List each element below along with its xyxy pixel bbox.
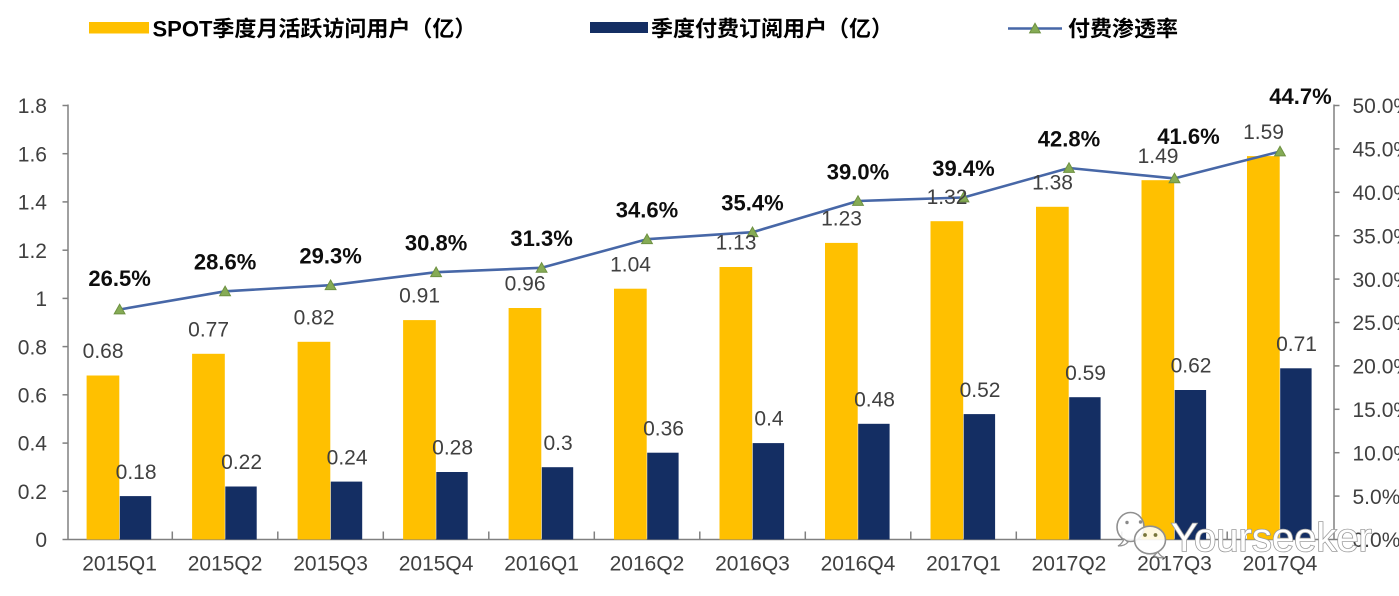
svg-text:1: 1 [35,288,47,311]
svg-text:0.68: 0.68 [83,340,124,363]
svg-text:0.96: 0.96 [505,273,546,296]
svg-text:42.8%: 42.8% [1038,126,1100,151]
svg-text:5.0%: 5.0% [1353,486,1399,509]
svg-text:35.4%: 35.4% [721,191,783,216]
svg-text:30.0%: 30.0% [1353,269,1399,292]
svg-text:50.0%: 50.0% [1353,95,1399,118]
svg-text:0.62: 0.62 [1171,355,1212,378]
svg-text:0.8: 0.8 [18,336,47,359]
svg-text:1.04: 1.04 [610,253,651,276]
svg-text:41.6%: 41.6% [1157,124,1219,149]
svg-text:1.6: 1.6 [18,143,47,166]
svg-text:2016Q3: 2016Q3 [715,553,790,576]
svg-text:45.0%: 45.0% [1353,139,1399,162]
svg-text:31.3%: 31.3% [510,226,572,251]
svg-text:15.0%: 15.0% [1353,399,1399,422]
svg-text:2017Q1: 2017Q1 [926,553,1001,576]
svg-text:0.0%: 0.0% [1353,529,1399,552]
svg-text:28.6%: 28.6% [194,250,256,275]
svg-text:0.4: 0.4 [754,408,784,431]
svg-text:0.6: 0.6 [18,385,47,408]
svg-text:0.59: 0.59 [1065,362,1106,385]
svg-text:26.5%: 26.5% [88,266,150,291]
svg-text:35.0%: 35.0% [1353,225,1399,248]
svg-text:2017Q2: 2017Q2 [1032,553,1107,576]
svg-text:44.7%: 44.7% [1269,84,1331,109]
svg-text:1.8: 1.8 [18,95,47,118]
svg-text:2016Q2: 2016Q2 [610,553,685,576]
svg-text:40.0%: 40.0% [1353,182,1399,205]
svg-text:39.0%: 39.0% [827,159,889,184]
svg-text:20.0%: 20.0% [1353,356,1399,379]
svg-text:2015Q3: 2015Q3 [293,553,368,576]
svg-text:2017Q4: 2017Q4 [1243,553,1318,576]
svg-text:0.77: 0.77 [188,319,229,342]
svg-text:10.0%: 10.0% [1353,442,1399,465]
svg-text:2015Q1: 2015Q1 [82,553,157,576]
svg-text:39.4%: 39.4% [932,156,994,181]
svg-text:0.3: 0.3 [543,432,572,455]
svg-text:1.13: 1.13 [716,232,757,255]
svg-text:SPOT: SPOT [153,16,213,41]
svg-text:Yourseeker: Yourseeker [1171,516,1372,560]
svg-text:0.28: 0.28 [432,437,473,460]
svg-text:0.4: 0.4 [18,433,48,456]
svg-text:30.8%: 30.8% [405,231,467,256]
svg-text:0.18: 0.18 [116,461,157,484]
svg-text:2016Q4: 2016Q4 [821,553,896,576]
svg-text:34.6%: 34.6% [616,198,678,223]
svg-text:0.48: 0.48 [854,388,895,411]
svg-text:1.32: 1.32 [927,186,968,209]
svg-text:2016Q1: 2016Q1 [504,553,579,576]
svg-text:0.36: 0.36 [643,417,684,440]
svg-text:0: 0 [35,529,47,552]
svg-text:1.2: 1.2 [18,240,47,263]
svg-text:0.82: 0.82 [294,306,335,329]
svg-text:0.22: 0.22 [221,451,262,474]
svg-text:0.71: 0.71 [1276,333,1317,356]
svg-text:2015Q4: 2015Q4 [399,553,474,576]
svg-text:1.23: 1.23 [821,208,862,231]
svg-text:0.52: 0.52 [960,379,1001,402]
svg-text:0.24: 0.24 [327,446,368,469]
svg-text:1.59: 1.59 [1243,121,1284,144]
svg-text:29.3%: 29.3% [299,244,361,269]
svg-text:0.91: 0.91 [399,285,440,308]
svg-text:1.4: 1.4 [18,192,48,215]
svg-text:0.2: 0.2 [18,481,47,504]
svg-text:2015Q2: 2015Q2 [188,553,263,576]
svg-text:2017Q3: 2017Q3 [1137,553,1212,576]
svg-text:1.38: 1.38 [1032,171,1073,194]
svg-text:25.0%: 25.0% [1353,312,1399,335]
svg-text:1.49: 1.49 [1138,145,1179,168]
